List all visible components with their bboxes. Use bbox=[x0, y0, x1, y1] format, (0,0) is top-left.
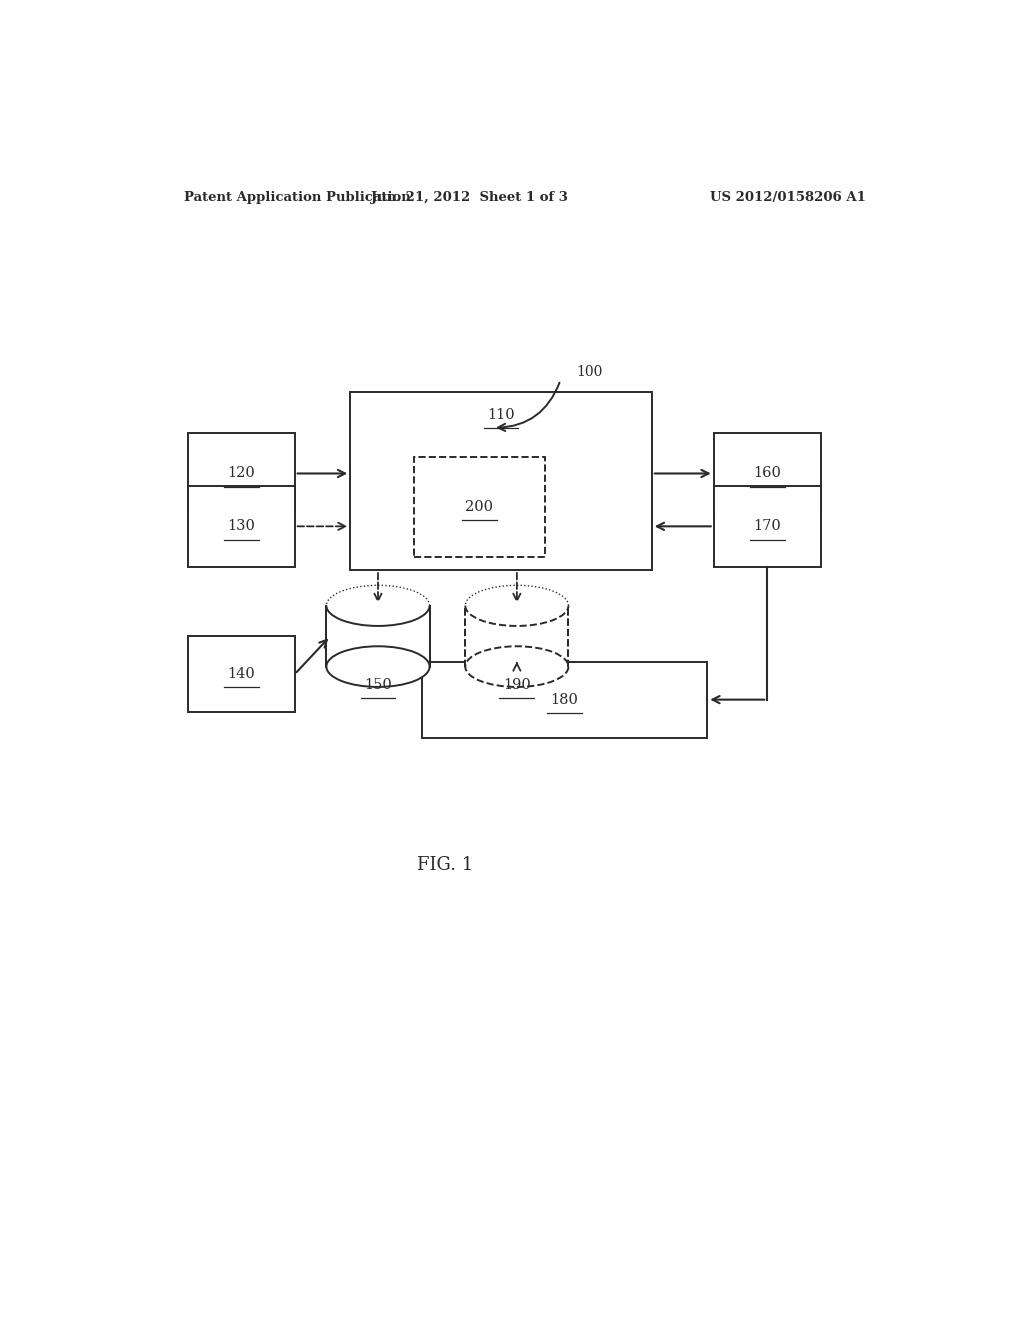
Bar bbox=[414, 457, 545, 557]
Text: 160: 160 bbox=[754, 466, 781, 480]
Text: Patent Application Publication: Patent Application Publication bbox=[183, 190, 411, 203]
Text: 140: 140 bbox=[227, 667, 255, 681]
Bar bbox=[465, 606, 568, 667]
Bar bbox=[714, 433, 821, 515]
Bar bbox=[422, 661, 708, 738]
Text: 100: 100 bbox=[577, 364, 603, 379]
Bar bbox=[327, 606, 430, 667]
Bar bbox=[187, 486, 295, 568]
Bar bbox=[187, 636, 295, 713]
Text: FIG. 1: FIG. 1 bbox=[418, 855, 473, 874]
Ellipse shape bbox=[327, 647, 430, 686]
Text: 200: 200 bbox=[465, 500, 494, 513]
Bar bbox=[350, 392, 652, 570]
Text: Jun. 21, 2012  Sheet 1 of 3: Jun. 21, 2012 Sheet 1 of 3 bbox=[371, 190, 567, 203]
Text: 130: 130 bbox=[227, 519, 255, 533]
Text: 150: 150 bbox=[365, 678, 392, 692]
Bar bbox=[187, 433, 295, 515]
Text: 180: 180 bbox=[551, 693, 579, 706]
Text: 110: 110 bbox=[487, 408, 515, 421]
Text: 170: 170 bbox=[754, 519, 781, 533]
Bar bbox=[714, 486, 821, 568]
Text: US 2012/0158206 A1: US 2012/0158206 A1 bbox=[711, 190, 866, 203]
Bar bbox=[327, 606, 430, 667]
Text: 120: 120 bbox=[227, 466, 255, 480]
Ellipse shape bbox=[465, 647, 568, 686]
Bar bbox=[465, 606, 568, 667]
Text: 190: 190 bbox=[503, 678, 530, 692]
